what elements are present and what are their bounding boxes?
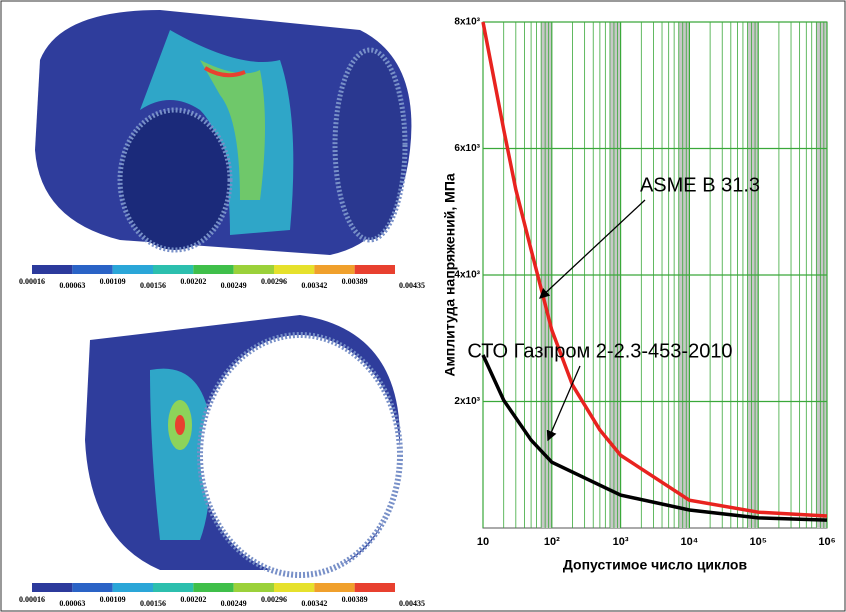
colorbar-label: 0.00109 bbox=[100, 595, 126, 604]
x-tick-label: 10⁵ bbox=[749, 536, 766, 548]
colorbar-segment bbox=[32, 265, 72, 274]
colorbar-label: 0.00063 bbox=[59, 281, 85, 290]
colorbar-segment bbox=[274, 265, 314, 274]
figure: 0.00016 0.00063 0.00109 0.00156 0.00202 0.002… bbox=[0, 0, 846, 612]
colorbar-segment bbox=[113, 583, 153, 592]
colorbar-segment bbox=[355, 265, 395, 274]
colorbar-label: 0.00249 bbox=[221, 599, 247, 608]
y-tick-label: 6x10³ bbox=[454, 143, 480, 154]
colorbar-segment bbox=[153, 265, 193, 274]
x-tick-label: 10⁶ bbox=[818, 536, 835, 548]
x-axis-title: Допустимое число циклов bbox=[563, 557, 748, 573]
colorbar-segment bbox=[72, 265, 112, 274]
fea-model-top bbox=[35, 10, 411, 255]
colorbar-label: 0.00063 bbox=[59, 599, 85, 608]
colorbar-label: 0.00249 bbox=[221, 281, 247, 290]
x-tick-label: 10 bbox=[477, 536, 489, 548]
colorbar-segment bbox=[193, 583, 233, 592]
colorbar-segment bbox=[274, 583, 314, 592]
y-tick-label: 4x10³ bbox=[454, 270, 480, 281]
colorbar-segment bbox=[72, 583, 112, 592]
y-axis-title: Амплитуда напряжений, МПа bbox=[442, 173, 458, 377]
colorbar-label: 0.00109 bbox=[100, 277, 126, 286]
colorbar-label: 0.00296 bbox=[261, 277, 287, 286]
colorbar-label: 0.00342 bbox=[301, 281, 327, 290]
colorbar-label: 0.00156 bbox=[140, 599, 166, 608]
colorbar-label: 0.00296 bbox=[261, 595, 287, 604]
colorbar-segment bbox=[234, 265, 274, 274]
y-tick-label: 2x10³ bbox=[454, 396, 480, 407]
y-tick-label: 8x10³ bbox=[454, 17, 480, 28]
colorbar-segment bbox=[32, 583, 72, 592]
x-tick-label: 10³ bbox=[613, 536, 629, 548]
series-annotation: ASME B 31.3 bbox=[640, 174, 760, 196]
colorbar-label: 0.00389 bbox=[342, 277, 368, 286]
colorbar-label: 0.00016 bbox=[19, 277, 45, 286]
colorbar-label: 0.00435 bbox=[399, 281, 425, 290]
colorbar-segment bbox=[234, 583, 274, 592]
colorbar-segment bbox=[193, 265, 233, 274]
colorbar-segment bbox=[153, 583, 193, 592]
colorbar-label: 0.00389 bbox=[342, 595, 368, 604]
colorbar-segment bbox=[355, 583, 395, 592]
colorbar-label: 0.00342 bbox=[301, 599, 327, 608]
colorbar-label: 0.00156 bbox=[140, 281, 166, 290]
colorbar-segment bbox=[113, 265, 153, 274]
colorbar-segment bbox=[314, 265, 354, 274]
fea-model-bottom bbox=[85, 315, 400, 575]
x-tick-label: 10² bbox=[544, 536, 560, 548]
page: {"chart_data":{"type":"line","x_label":"… bbox=[0, 0, 846, 612]
series-annotation: СТО Газпром 2-2.3-453-2010 bbox=[467, 340, 732, 362]
colorbar-label: 0.00202 bbox=[180, 595, 206, 604]
colorbar-label: 0.00202 bbox=[180, 277, 206, 286]
colorbar-segment bbox=[314, 583, 354, 592]
colorbar-label: 0.00435 bbox=[399, 599, 425, 608]
x-tick-label: 10⁴ bbox=[681, 536, 699, 548]
colorbar-label: 0.00016 bbox=[19, 595, 45, 604]
